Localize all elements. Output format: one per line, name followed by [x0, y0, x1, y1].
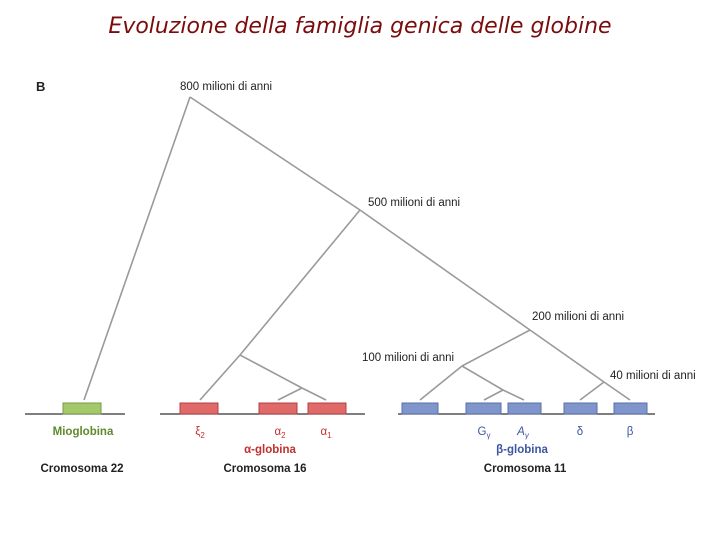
gene-box: [307, 402, 347, 415]
family-label: α-globina: [244, 444, 296, 456]
chromosome-label: Cromosoma 11: [484, 463, 567, 475]
gene-sub: γ: [525, 431, 530, 440]
gene-box: [465, 402, 502, 415]
gene-box: [401, 402, 439, 415]
gene-label: Mioglobina: [53, 426, 114, 438]
gene-box: [258, 402, 298, 415]
node-label: 200 milioni di anni: [532, 311, 624, 323]
family-label: β-globina: [496, 444, 548, 456]
gene-box: [507, 402, 542, 415]
gene-box: [563, 402, 598, 415]
gene-label: ξ2: [195, 426, 205, 440]
gene-label: α1: [320, 426, 332, 440]
node-label: 500 milioni di anni: [368, 197, 460, 209]
panel-label: B: [36, 79, 45, 94]
node-label: 100 milioni di anni: [362, 352, 454, 364]
gene-sub: γ: [486, 431, 490, 440]
gene-label: β: [627, 426, 634, 438]
node-label: 40 milioni di anni: [610, 370, 696, 382]
gene-box: [613, 402, 648, 415]
gene-symbol: A: [516, 426, 525, 438]
gene-label: α2: [274, 426, 286, 440]
chromosome-label: Cromosoma 22: [40, 463, 123, 475]
gene-symbol: ξ: [195, 426, 200, 438]
gene-sub: 1: [327, 431, 332, 440]
gene-sub: 2: [281, 431, 286, 440]
alpha-genes: ξ2 α2 α1: [195, 426, 332, 440]
gene-symbol: α: [274, 426, 281, 438]
gene-label: δ: [577, 426, 583, 438]
slide-title: Evoluzione della famiglia genica delle g…: [108, 14, 612, 39]
gene-box: [179, 402, 219, 415]
gene-sub: 2: [200, 431, 205, 440]
gene-symbol: α: [320, 426, 327, 438]
node-label: 800 milioni di anni: [180, 81, 272, 93]
gene-box: [62, 402, 102, 415]
gene-label: Aγ: [516, 426, 530, 440]
gene-symbol: G: [478, 426, 487, 438]
gene-label: Gγ: [478, 426, 491, 440]
chromosome-label: Cromosoma 16: [223, 463, 306, 475]
tree: [83, 96, 631, 401]
